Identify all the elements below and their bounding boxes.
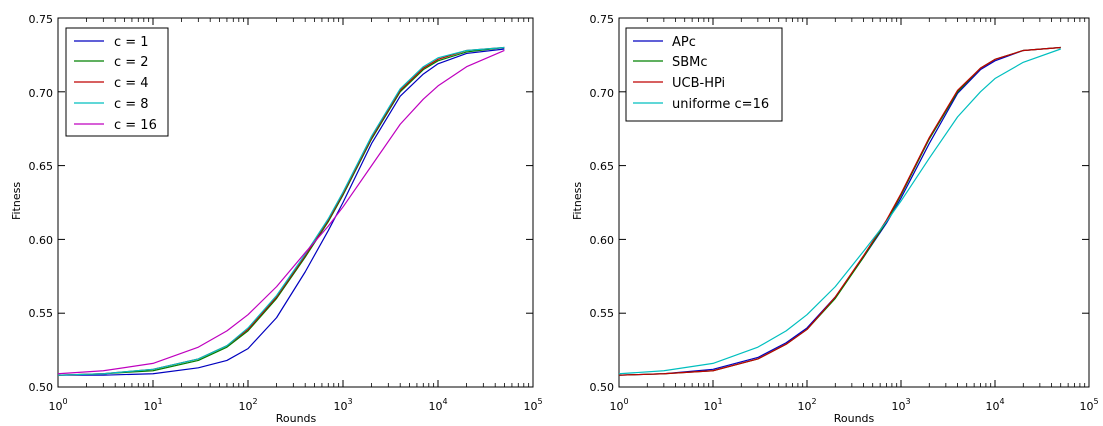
legend-label: UCB-HPi [672, 76, 725, 91]
plot-frame [618, 17, 1090, 388]
x-tick-label: 101 [143, 397, 162, 413]
plot-frame [57, 17, 534, 388]
x-tick-label: 103 [891, 397, 910, 413]
x-tick-label: 105 [1079, 397, 1098, 413]
legend: c = 1 c = 2 c = 4 c = 8 c = 16 [65, 27, 169, 137]
x-tick-label: 104 [985, 397, 1004, 413]
y-ticks: 0.50 0.55 0.60 0.65 0.70 0.75 [590, 13, 615, 394]
legend-label: c = 1 [114, 35, 149, 50]
x-tick-label: 104 [428, 397, 447, 413]
y-ticks: 0.50 0.55 0.60 0.65 0.70 0.75 [29, 13, 54, 394]
series-line-0 [58, 48, 505, 376]
y-tick-label: 0.55 [29, 307, 54, 320]
y-tick-label: 0.65 [29, 160, 54, 173]
legend-label: c = 4 [114, 76, 149, 91]
legend-label: uniforme c=16 [672, 97, 769, 112]
y-axis-label: Fitness [571, 182, 584, 220]
x-axis-label: Rounds [834, 412, 875, 425]
series-lines [57, 46, 505, 376]
legend-label: c = 16 [114, 118, 157, 133]
x-tick-label: 105 [523, 397, 542, 413]
x-tick-label: 102 [797, 397, 816, 413]
tick-marks [618, 17, 1090, 388]
y-axis-label: Fitness [10, 182, 23, 220]
y-tick-label: 0.75 [29, 13, 54, 26]
x-tick-label: 100 [609, 397, 628, 413]
x-axis-label: Rounds [276, 412, 317, 425]
series-line-3 [57, 46, 505, 376]
chart-right: 0.50 0.55 0.60 0.65 0.70 0.75 100 101 10… [571, 13, 1099, 425]
series-line-2 [618, 46, 1061, 376]
y-tick-label: 0.60 [29, 234, 54, 247]
legend-label: c = 2 [114, 55, 149, 70]
y-tick-label: 0.55 [590, 307, 615, 320]
y-tick-label: 0.50 [29, 381, 54, 394]
series-line-3 [618, 48, 1061, 375]
x-tick-label: 103 [333, 397, 352, 413]
series-lines [618, 46, 1061, 376]
legend-box [625, 27, 783, 122]
x-tick-label: 101 [703, 397, 722, 413]
tick-marks [57, 17, 534, 388]
y-tick-label: 0.75 [590, 13, 615, 26]
x-tick-label: 102 [238, 397, 257, 413]
y-tick-label: 0.60 [590, 234, 615, 247]
legend: APc SBMc UCB-HPi uniforme c=16 [625, 27, 783, 122]
x-tick-label: 100 [48, 397, 67, 413]
legend-label: APc [672, 35, 696, 50]
x-ticks: 100 101 102 103 104 105 [48, 397, 542, 413]
y-tick-label: 0.70 [590, 87, 615, 100]
y-tick-label: 0.70 [29, 87, 54, 100]
legend-label: SBMc [672, 55, 708, 70]
y-tick-label: 0.50 [590, 381, 615, 394]
y-tick-label: 0.65 [590, 160, 615, 173]
series-line-4 [57, 49, 505, 375]
legend-label: c = 8 [114, 97, 149, 112]
x-ticks: 100 101 102 103 104 105 [609, 397, 1098, 413]
chart-left: 0.50 0.55 0.60 0.65 0.70 0.75 100 101 10… [10, 13, 543, 425]
